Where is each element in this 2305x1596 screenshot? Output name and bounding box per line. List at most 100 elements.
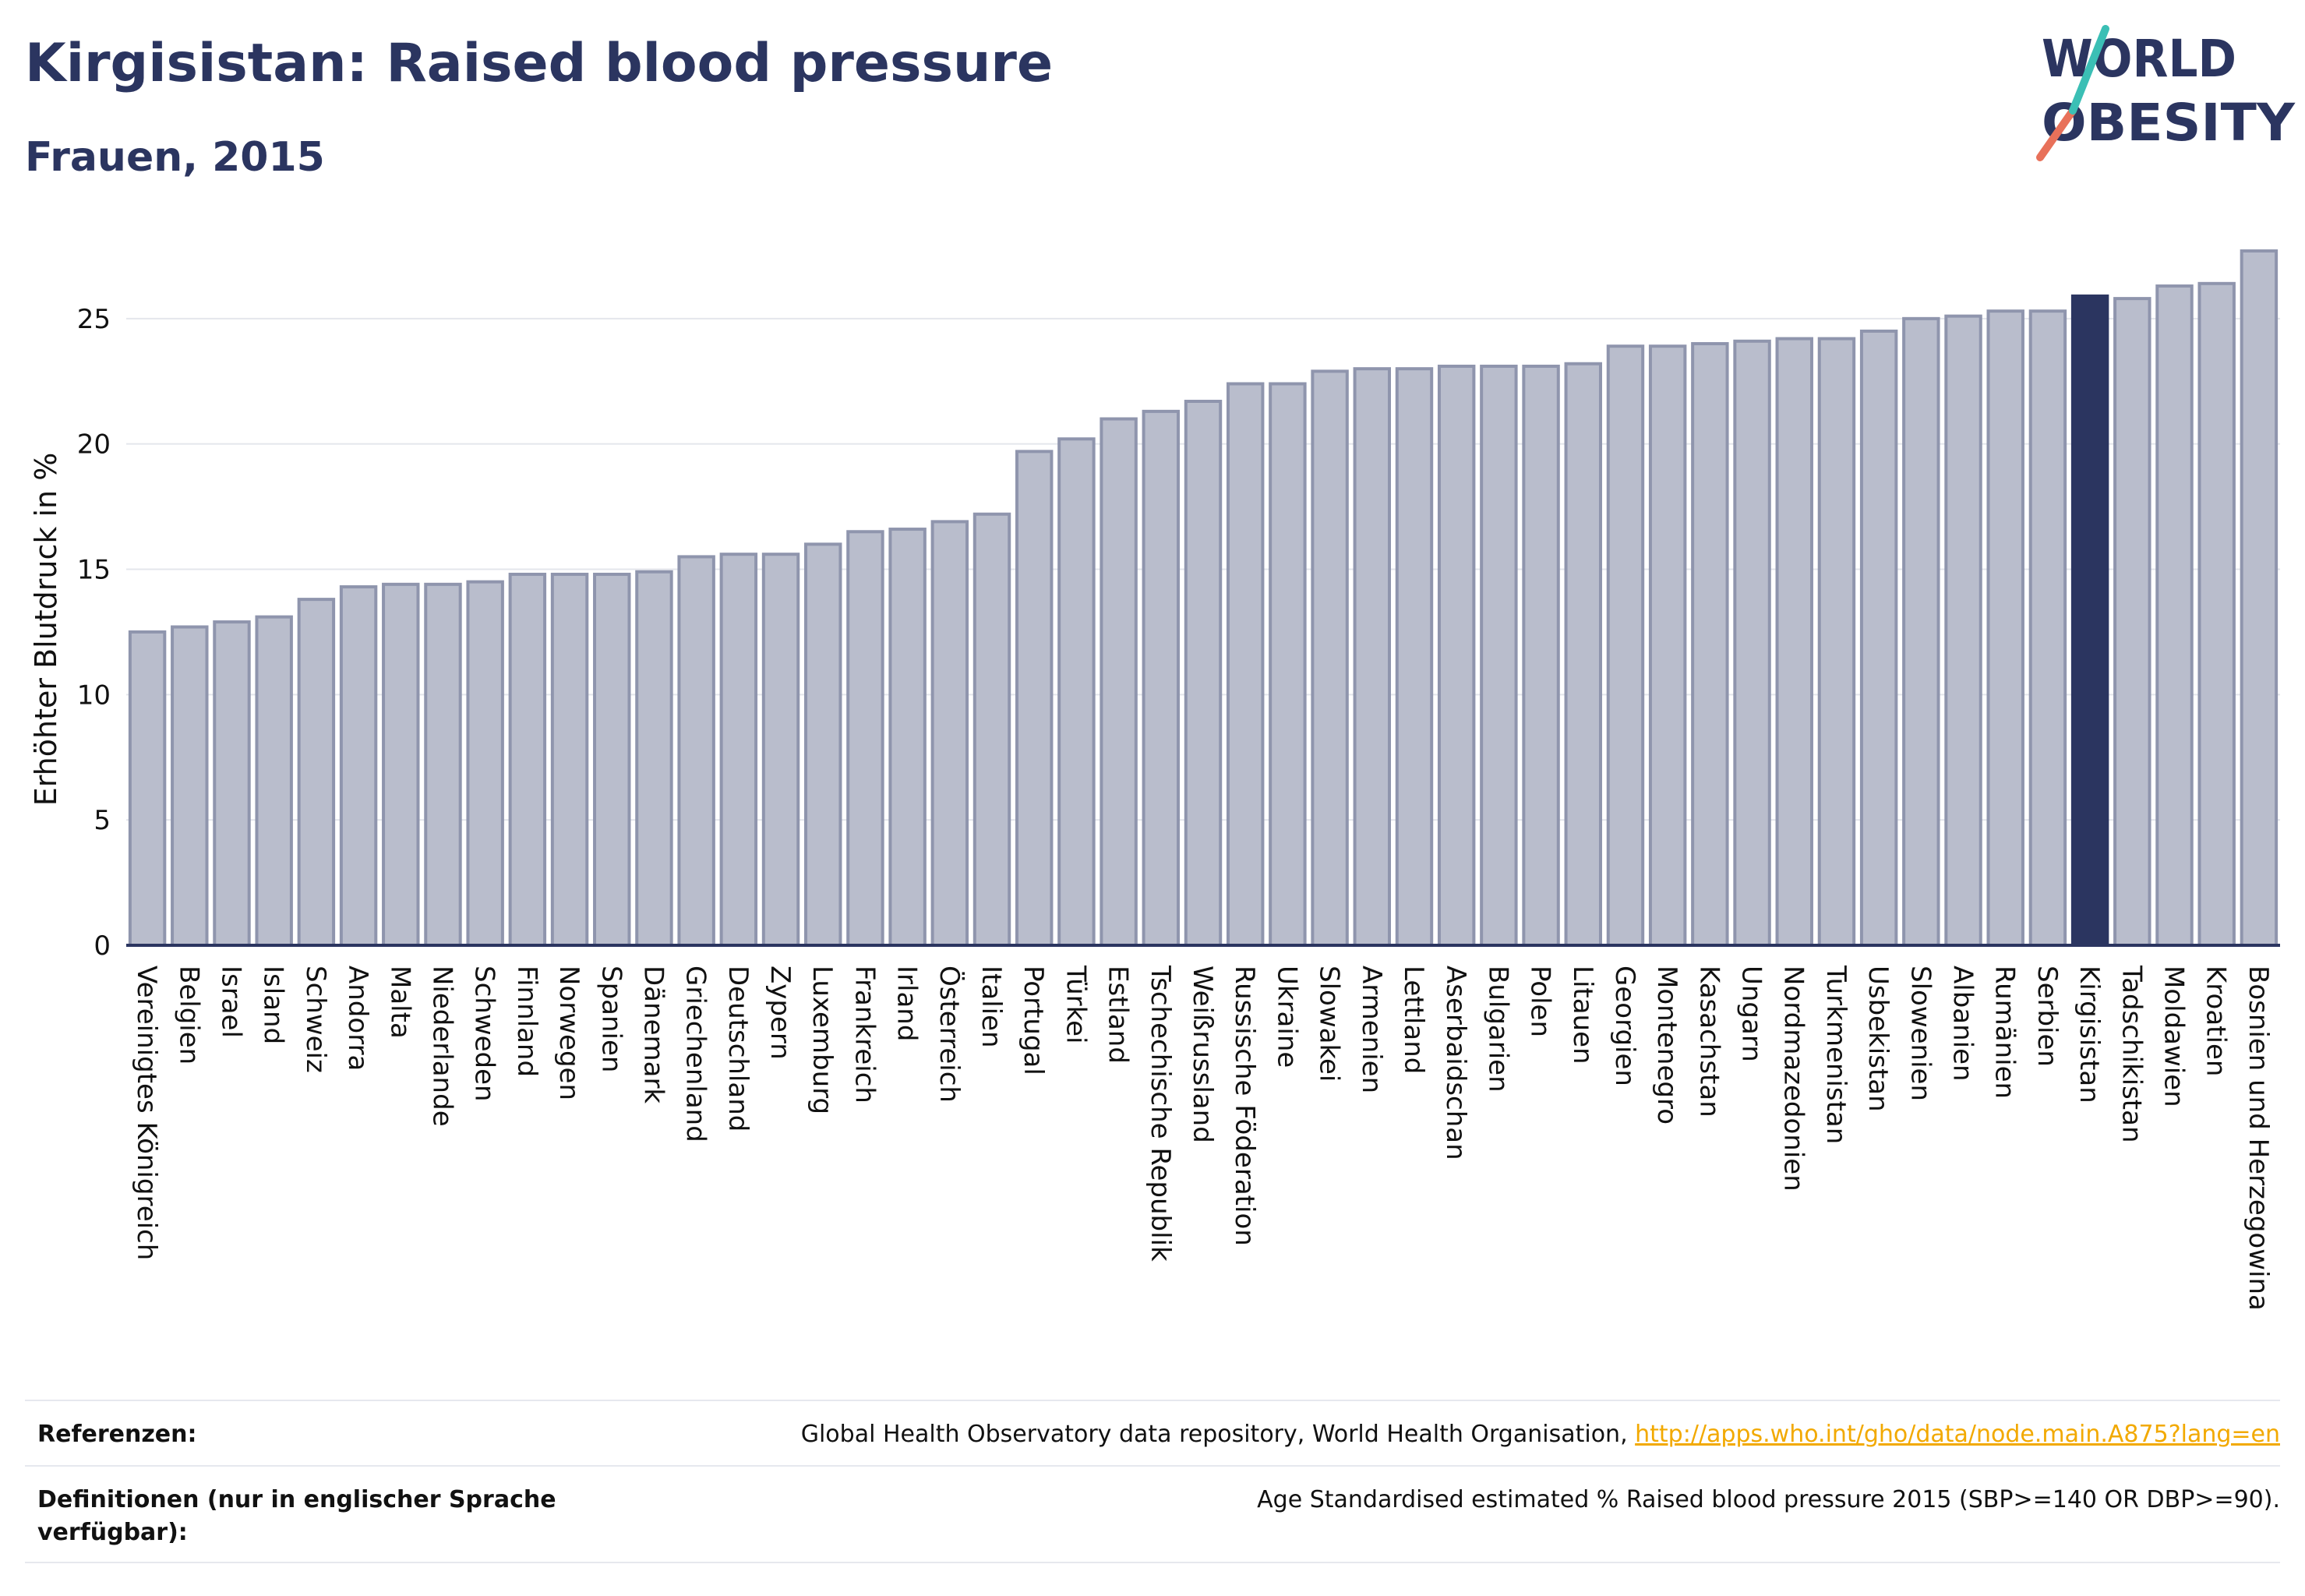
x-tick-label: Tschechische Republik (1145, 965, 1176, 1262)
definitions-label: Definitionen (nur in englischer Sprache … (37, 1486, 556, 1546)
bar (635, 570, 673, 947)
bar (1226, 382, 1265, 947)
bar (466, 580, 504, 947)
bar (1817, 337, 1856, 947)
x-tick-label: Türkei (1060, 965, 1091, 1043)
bar (550, 572, 589, 948)
x-tick-label: Slowenien (1904, 966, 1936, 1101)
bar (761, 553, 800, 948)
x-tick-label: Kirgisistan (2074, 966, 2105, 1103)
x-tick-label: Irland (891, 966, 923, 1041)
bar (1395, 367, 1434, 948)
bar (1522, 364, 1560, 947)
bar (1269, 382, 1307, 947)
bar (804, 542, 842, 947)
x-tick-label: Island (258, 966, 289, 1044)
y-tick-label: 0 (94, 930, 111, 962)
x-tick-label: Vereinigtes Königreich (131, 966, 162, 1260)
x-tick-label: Frankreich (849, 966, 880, 1103)
bar (677, 555, 715, 947)
references-source: Global Health Observatory data repositor… (800, 1421, 1636, 1448)
x-tick-label: Litauen (1567, 966, 1598, 1065)
bar (128, 630, 167, 947)
bar (972, 512, 1011, 947)
bar (930, 520, 969, 947)
x-tick-label: Montenegro (1651, 966, 1682, 1125)
x-tick-label: Moldawien (2159, 966, 2190, 1107)
x-tick-label: Lettland (1398, 966, 1429, 1074)
bar (2113, 297, 2151, 947)
bar-chart: 0 5 10 15 20 25 Erhöhter Blutdruck in % Vereini… (29, 249, 2280, 1311)
y-tick-label: 25 (77, 304, 111, 335)
x-tick-label: Malta (384, 966, 415, 1039)
bar (846, 530, 884, 947)
x-tick-label: Usbekistan (1862, 966, 1894, 1112)
bar (1100, 417, 1138, 947)
x-tick-label: Bulgarien (1482, 966, 1513, 1093)
bar (1944, 314, 1982, 947)
bar (171, 625, 209, 947)
x-tick-label: Bosnien und Herzegowina (2243, 966, 2274, 1311)
x-tick-label: Polen (1525, 966, 1556, 1037)
x-tick-label: Slowakei (1314, 966, 1345, 1082)
footer-divider-bottom (25, 1562, 2280, 1563)
x-tick-label: Luxemburg (807, 966, 838, 1114)
bar (888, 528, 927, 947)
x-tick-label: Deutschland (722, 966, 754, 1132)
x-tick-label: Norwegen (553, 966, 584, 1100)
definitions-text: Age Standardised estimated % Raised bloo… (1257, 1486, 2280, 1513)
x-tick-label: Spanien (595, 966, 627, 1072)
x-tick-label: Dänemark (637, 966, 669, 1103)
x-tick-label: Österreich (934, 966, 965, 1103)
x-tick-label: Serbien (2031, 966, 2063, 1067)
x-tick-label: Tadschikistan (2116, 965, 2147, 1143)
bar (1015, 450, 1054, 947)
bar (1142, 409, 1181, 947)
bar (2155, 284, 2194, 948)
bar (593, 572, 631, 948)
x-tick-label: Belgien (173, 966, 204, 1065)
x-tick-label: Rumänien (1989, 966, 2021, 1099)
x-tick-label: Zypern (764, 966, 796, 1060)
x-tick-label: Italien (976, 966, 1007, 1048)
x-tick-label: Russische Föderation (1229, 966, 1260, 1246)
bar (339, 585, 378, 947)
x-tick-label: Schweiz (300, 966, 331, 1073)
bar (424, 582, 462, 947)
x-tick-label: Griechenland (680, 966, 711, 1142)
references-label: Referenzen: (37, 1421, 197, 1448)
world-obesity-logo: WORLD OBESITY (2036, 25, 2296, 161)
x-tick-label: Israel (215, 966, 246, 1038)
y-tick-label: 20 (77, 429, 111, 461)
bar (1353, 367, 1392, 948)
bar (297, 598, 336, 947)
x-tick-label: Weißrussland (1187, 966, 1218, 1143)
x-tick-label: Turkmenistan (1820, 965, 1851, 1144)
x-tick-label: Kasachstan (1693, 966, 1724, 1118)
bar (255, 615, 293, 948)
bar (1859, 329, 1898, 947)
x-tick-label: Armenien (1356, 966, 1387, 1093)
bar (1648, 344, 1687, 948)
y-tick-label: 5 (94, 805, 111, 836)
x-tick-label: Schweden (469, 966, 500, 1102)
bar-highlight (2070, 294, 2109, 947)
bar (1480, 364, 1518, 947)
logo-line1: WORLD (2042, 29, 2236, 89)
references-text: Global Health Observatory data repositor… (801, 1418, 2280, 1451)
bar (1733, 339, 1771, 947)
references-link[interactable]: http://apps.who.int/gho/data/node.main.A… (1635, 1421, 2280, 1448)
page-title: Kirgisistan: Raised blood pressure (25, 33, 1054, 94)
bar (1311, 369, 1349, 948)
bar (382, 582, 420, 947)
bar (1691, 342, 1729, 947)
footer-divider-middle (25, 1465, 2280, 1467)
bar (213, 620, 251, 947)
y-tick-label: 15 (77, 555, 111, 586)
x-tick-label: Georgien (1609, 966, 1640, 1086)
bar (1775, 337, 1813, 947)
bar (2240, 249, 2279, 947)
y-tick-label: 10 (77, 680, 111, 711)
bar (1902, 316, 1940, 947)
bar (1606, 344, 1645, 948)
